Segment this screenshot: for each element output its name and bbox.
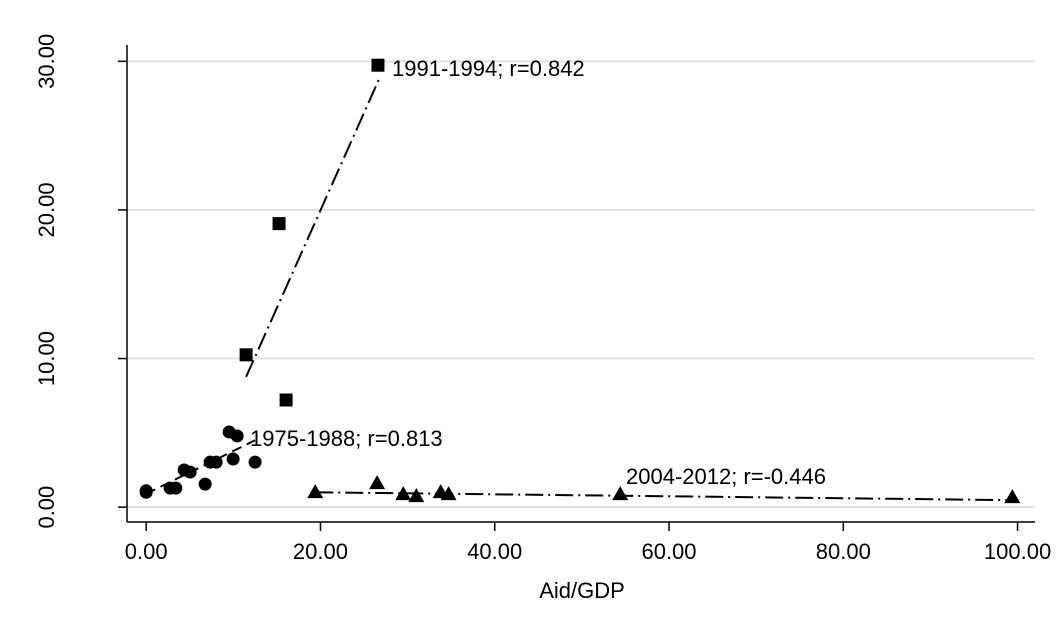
point (198, 477, 212, 491)
fit-line (245, 77, 381, 378)
fit-line (315, 491, 1013, 502)
y-tick-label: 10.00 (34, 331, 59, 386)
x-tick-label: 40.00 (467, 539, 522, 564)
point (408, 488, 425, 503)
point (139, 485, 153, 499)
point (369, 475, 386, 490)
fit-line (145, 439, 256, 495)
point (307, 484, 324, 499)
x-tick-label: 80.00 (816, 539, 871, 564)
point (169, 481, 183, 495)
y-tick-label: 30.00 (34, 34, 59, 89)
point (272, 217, 286, 231)
x-tick-label: 60.00 (641, 539, 696, 564)
point (239, 348, 253, 362)
x-axis-label: Aid/GDP (539, 578, 625, 603)
x-tick-label: 20.00 (293, 539, 348, 564)
point (226, 452, 240, 466)
y-tick-label: 20.00 (34, 182, 59, 237)
point (612, 486, 629, 501)
point (371, 58, 385, 72)
series-label: 1991-1994; r=0.842 (392, 56, 585, 81)
point (248, 455, 262, 469)
point (279, 393, 293, 407)
point (1004, 489, 1021, 504)
point (395, 486, 412, 501)
series-label: 1975-1988; r=0.813 (250, 426, 443, 451)
series-label: 2004-2012; r=-0.446 (626, 464, 826, 489)
point (183, 465, 197, 479)
point (440, 486, 457, 501)
x-tick-label: 100.00 (984, 539, 1051, 564)
point (209, 455, 223, 469)
y-tick-label: 0.00 (34, 486, 59, 529)
point (230, 429, 244, 443)
x-tick-label: 0.00 (125, 539, 168, 564)
